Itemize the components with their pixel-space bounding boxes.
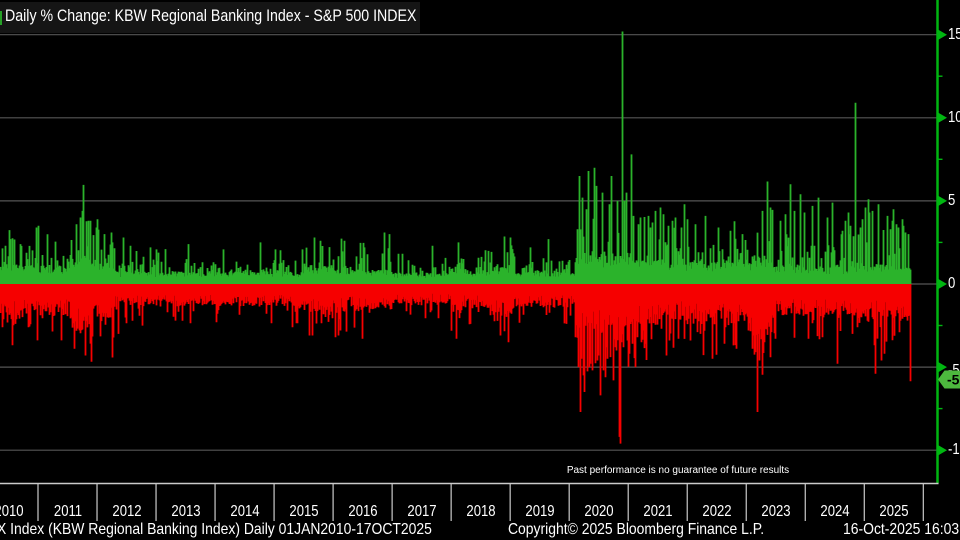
svg-text:-5.8: -5.8 (947, 372, 960, 388)
